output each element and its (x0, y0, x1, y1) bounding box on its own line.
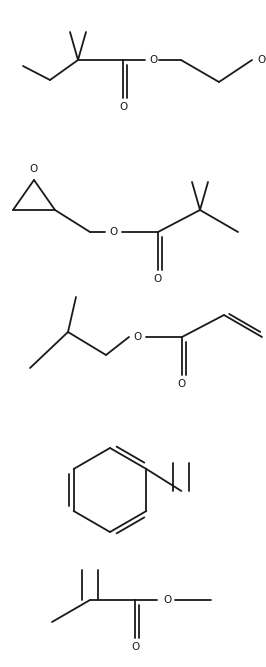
Text: O: O (119, 102, 127, 112)
Text: OH: OH (257, 55, 266, 65)
Text: O: O (134, 332, 142, 342)
Text: O: O (163, 595, 171, 605)
Text: O: O (131, 642, 139, 652)
Text: O: O (178, 379, 186, 389)
Text: O: O (30, 164, 38, 174)
Text: O: O (149, 55, 157, 65)
Text: O: O (154, 274, 162, 284)
Text: O: O (110, 227, 118, 237)
